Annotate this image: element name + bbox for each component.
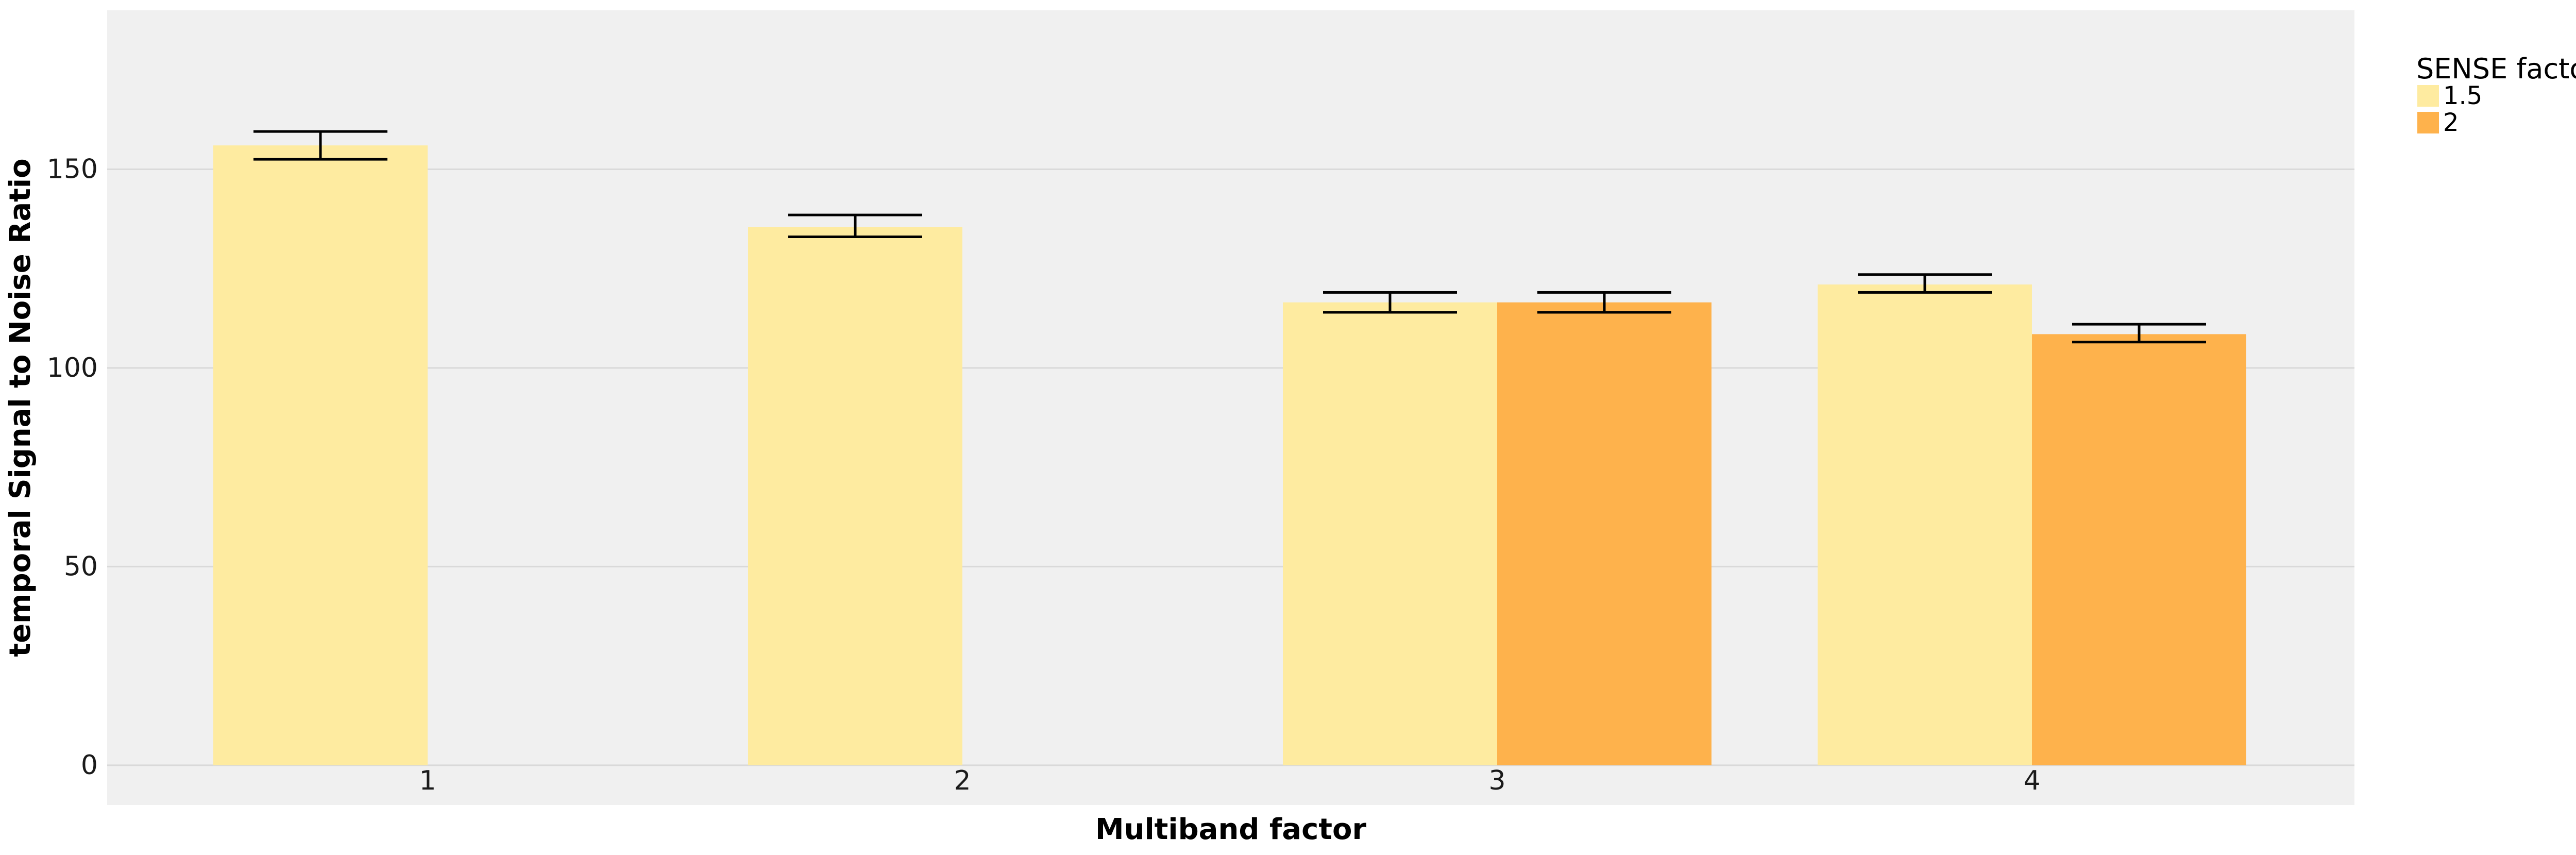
error-bars: [253, 130, 2206, 344]
legend-label: 2: [2443, 108, 2459, 137]
error-bar-4-series-1: [2072, 323, 2206, 344]
bar-3-series-0: [1283, 302, 1497, 765]
error-bar-3-series-0: [1323, 291, 1457, 314]
legend-title: SENSE factor: [2416, 53, 2576, 85]
legend-items: 1.52: [2417, 81, 2482, 137]
y-tick-label: 0: [81, 750, 98, 781]
x-tick-label-4: 4: [2023, 765, 2040, 796]
y-tick-label: 50: [64, 551, 98, 582]
legend-item-0: 1.5: [2417, 81, 2482, 110]
y-tick-label: 150: [47, 154, 98, 185]
x-tick-label-2: 2: [954, 765, 971, 796]
bar-4-series-0: [1818, 284, 2032, 765]
legend: SENSE factor 1.52: [2416, 53, 2576, 137]
y-axis-ticks: 0 50 100 150: [47, 154, 98, 781]
x-tick-label-3: 3: [1488, 765, 1505, 796]
x-tick-label-1: 1: [419, 765, 436, 796]
error-bar-2-series-0: [788, 213, 922, 238]
legend-item-1: 2: [2417, 108, 2459, 137]
y-axis-title: temporal Signal to Noise Ratio: [4, 158, 37, 657]
legend-swatch: [2417, 85, 2439, 107]
error-bar-3-series-1: [1537, 291, 1671, 314]
bar-1-series-0: [213, 145, 428, 765]
error-bar-1-series-0: [253, 130, 387, 161]
legend-swatch: [2417, 112, 2439, 133]
error-bar-4-series-0: [1858, 273, 1992, 294]
bar-2-series-0: [748, 227, 962, 765]
legend-label: 1.5: [2443, 81, 2482, 110]
y-tick-label: 100: [47, 353, 98, 383]
bar-4-series-1: [2032, 334, 2246, 765]
bars: [213, 145, 2246, 765]
x-axis-title: Multiband factor: [1095, 813, 1367, 846]
x-axis-ticks: 1 2 3 4: [419, 765, 2040, 796]
bar-3-series-1: [1497, 302, 1711, 765]
